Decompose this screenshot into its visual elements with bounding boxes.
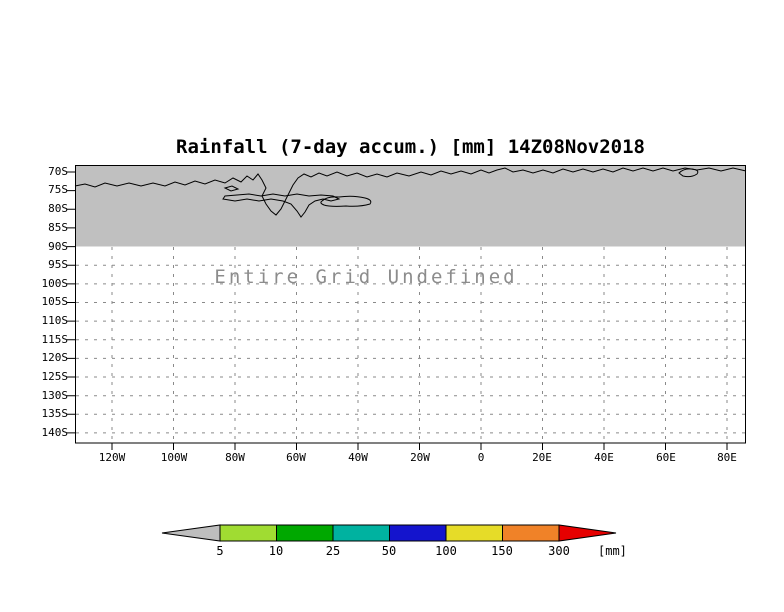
coastline: [74, 167, 747, 218]
colorbar-segment-5-10: [219, 524, 277, 542]
colorbar-segment-25-50: [332, 524, 390, 542]
colorbar-label: 50: [381, 544, 397, 558]
x-tick-label: 120W: [98, 451, 126, 464]
y-tick-label: 95S: [48, 258, 68, 271]
chart-title: Rainfall (7-day accum.) [mm] 14Z08Nov201…: [176, 136, 645, 158]
coastline-islet-east: [678, 168, 699, 178]
y-tick-label: 115S: [41, 333, 69, 346]
colorbar-arrow-right: [558, 524, 617, 542]
undefined-region-shade: [75, 165, 746, 247]
colorbar-label: 100: [435, 544, 457, 558]
colorbar-label: 25: [325, 544, 341, 558]
y-axis-ticks: [67, 171, 75, 434]
coastline-island: [320, 195, 372, 207]
colorbar-segment-150-300: [502, 524, 560, 542]
colorbar-label: 10: [268, 544, 284, 558]
y-tick-label: 85S: [48, 221, 68, 234]
gridlines-horizontal: [76, 264, 745, 434]
colorbar-segment-100-150: [445, 524, 503, 542]
coastline-main: [74, 167, 747, 216]
grid-undefined-message: Entire Grid Undefined: [214, 266, 518, 288]
y-tick-label: 120S: [41, 351, 69, 364]
y-tick-label: 80S: [48, 202, 68, 215]
y-tick-label: 140S: [41, 426, 69, 439]
x-tick-label: 0: [477, 451, 485, 464]
colorbar-segment-50-100: [389, 524, 447, 542]
x-tick-label: 80E: [717, 451, 737, 464]
coastline-islet-west: [223, 185, 240, 192]
colorbar-label: 300: [548, 544, 570, 558]
plot-border: [75, 165, 746, 444]
colorbar-segment-10-25: [276, 524, 334, 542]
colorbar: [161, 524, 617, 542]
y-tick-label: 110S: [41, 314, 69, 327]
coastline-shelf: [222, 193, 341, 218]
y-tick-label: 135S: [41, 407, 69, 420]
x-tick-label: 60W: [286, 451, 306, 464]
x-axis-ticks: [111, 443, 728, 450]
y-tick-label: 75S: [48, 183, 68, 196]
x-tick-label: 20W: [410, 451, 430, 464]
y-tick-label: 100S: [41, 277, 69, 290]
y-tick-label: 90S: [48, 240, 68, 253]
colorbar-label: 5: [216, 544, 224, 558]
colorbar-label: 150: [491, 544, 513, 558]
y-tick-label: 105S: [41, 295, 69, 308]
colorbar-arrow-left: [161, 524, 221, 542]
x-tick-label: 60E: [656, 451, 676, 464]
y-tick-label: 130S: [41, 389, 69, 402]
y-tick-label: 70S: [48, 165, 68, 178]
x-tick-label: 40W: [348, 451, 368, 464]
x-tick-label: 20E: [532, 451, 552, 464]
x-tick-label: 40E: [594, 451, 614, 464]
y-tick-label: 125S: [41, 370, 69, 383]
x-tick-label: 100W: [160, 451, 188, 464]
colorbar-unit-label: [mm]: [598, 544, 627, 558]
x-tick-label: 80W: [225, 451, 245, 464]
